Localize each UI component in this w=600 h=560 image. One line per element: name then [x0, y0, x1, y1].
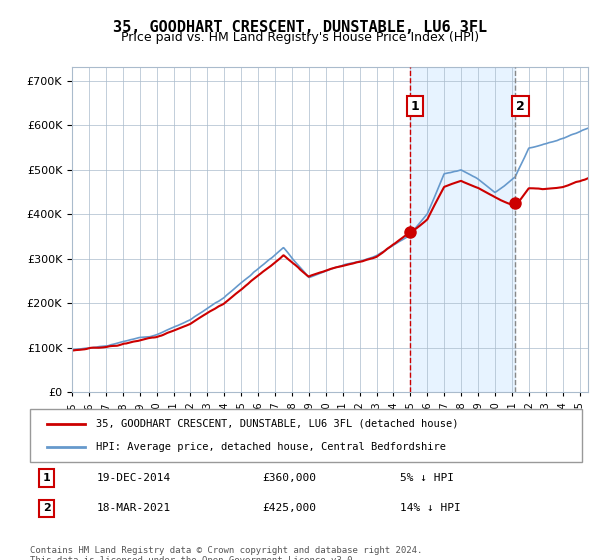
Text: 14% ↓ HPI: 14% ↓ HPI: [400, 503, 461, 514]
FancyBboxPatch shape: [30, 409, 582, 462]
Text: 5% ↓ HPI: 5% ↓ HPI: [400, 473, 454, 483]
Text: 35, GOODHART CRESCENT, DUNSTABLE, LU6 3FL: 35, GOODHART CRESCENT, DUNSTABLE, LU6 3F…: [113, 20, 487, 35]
Text: 2: 2: [516, 100, 525, 113]
Text: 1: 1: [410, 100, 419, 113]
Bar: [410, 67, 515, 392]
Text: £425,000: £425,000: [262, 503, 316, 514]
Text: HPI: Average price, detached house, Central Bedfordshire: HPI: Average price, detached house, Cent…: [96, 442, 446, 452]
Text: Price paid vs. HM Land Registry's House Price Index (HPI): Price paid vs. HM Land Registry's House …: [121, 31, 479, 44]
Text: 35, GOODHART CRESCENT, DUNSTABLE, LU6 3FL (detached house): 35, GOODHART CRESCENT, DUNSTABLE, LU6 3F…: [96, 419, 459, 429]
Text: Contains HM Land Registry data © Crown copyright and database right 2024.
This d: Contains HM Land Registry data © Crown c…: [30, 546, 422, 560]
Text: 18-MAR-2021: 18-MAR-2021: [96, 503, 170, 514]
Text: £360,000: £360,000: [262, 473, 316, 483]
Text: 1: 1: [43, 473, 50, 483]
Text: 2: 2: [43, 503, 50, 514]
Text: 19-DEC-2014: 19-DEC-2014: [96, 473, 170, 483]
